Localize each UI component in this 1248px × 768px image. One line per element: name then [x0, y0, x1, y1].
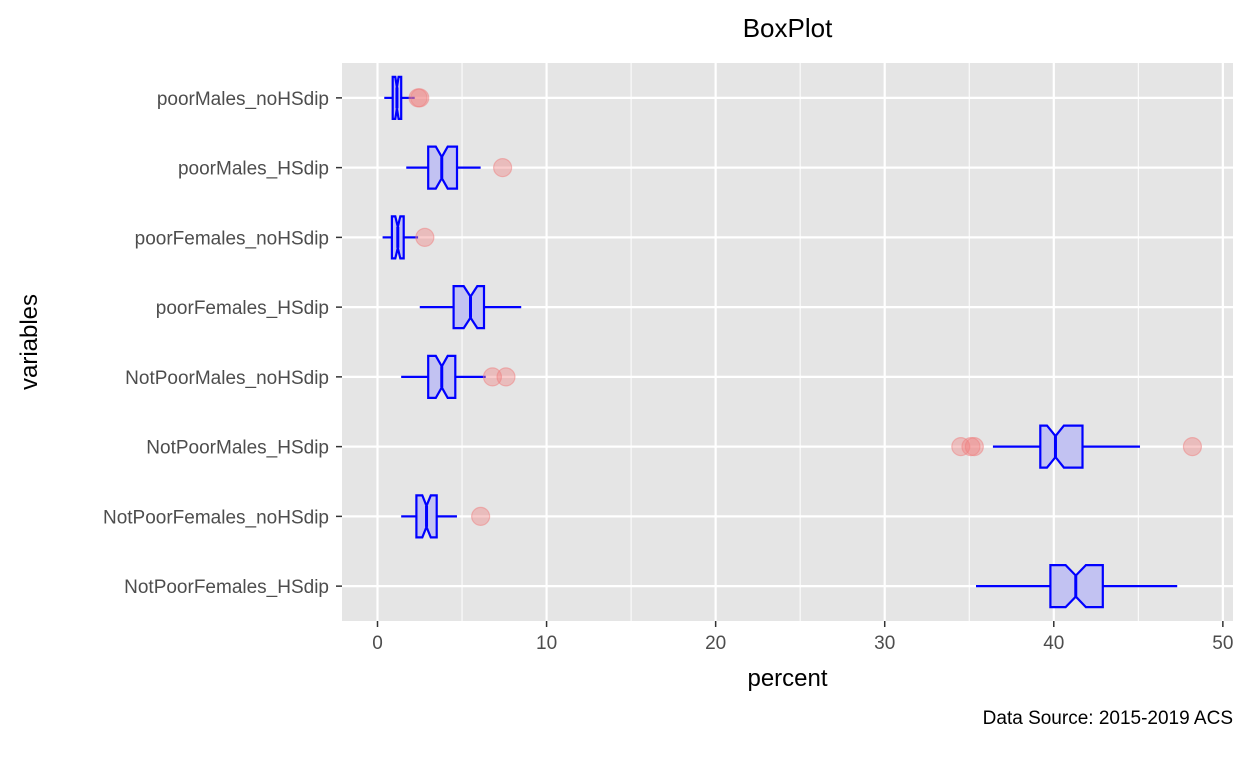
- x-tick-label: 30: [874, 633, 895, 654]
- grid-lines: [342, 63, 1233, 621]
- box-layer: [382, 75, 1203, 609]
- y-tick-label: NotPoorMales_noHSdip: [125, 368, 329, 389]
- x-tick-label: 40: [1043, 633, 1064, 654]
- outlier-point: [496, 367, 516, 387]
- y-tick-label: NotPoorFemales_noHSdip: [103, 507, 329, 528]
- x-tick-label: 20: [705, 633, 726, 654]
- outlier-point: [964, 437, 984, 457]
- y-tick-label: poorFemales_noHSdip: [135, 228, 329, 249]
- outlier-point: [1182, 437, 1203, 457]
- y-axis: poorMales_noHSdip poorMales_HSdip poorFema…: [103, 89, 342, 598]
- y-tick-label: poorMales_HSdip: [178, 159, 329, 180]
- x-axis: 0 10 20 30 40 50: [372, 621, 1233, 654]
- outlier-point: [951, 437, 971, 457]
- box-body: [1039, 424, 1084, 469]
- outlier-point: [415, 227, 435, 247]
- outlier-point: [410, 88, 430, 108]
- box-NotPoorMales_HSdip: [951, 424, 1203, 469]
- y-tick-label: poorFemales_HSdip: [156, 298, 329, 319]
- x-tick-label: 0: [372, 633, 383, 654]
- box-poorFemales_noHSdip: [382, 215, 435, 260]
- box-poorMales_HSdip: [406, 145, 513, 190]
- chart-title: BoxPlot: [743, 13, 833, 43]
- box-NotPoorFemales_noHSdip: [401, 494, 491, 539]
- y-tick-label: NotPoorMales_HSdip: [146, 438, 329, 459]
- box-poorFemales_HSdip: [419, 285, 522, 330]
- box-NotPoorMales_noHSdip: [401, 354, 516, 399]
- x-tick-label: 50: [1212, 633, 1233, 654]
- outlier-point: [493, 158, 513, 178]
- box-NotPoorFemales_HSdip: [976, 563, 1178, 609]
- outlier-point: [471, 506, 491, 526]
- box-body: [452, 285, 486, 330]
- x-axis-title: percent: [747, 665, 827, 692]
- box-poorMales_noHSdip: [384, 75, 430, 121]
- x-tick-label: 10: [536, 633, 557, 654]
- y-axis-title: variables: [16, 294, 43, 390]
- y-tick-label: poorMales_noHSdip: [157, 89, 329, 110]
- caption: Data Source: 2015-2019 ACS: [983, 708, 1233, 729]
- outlier-point: [482, 367, 503, 387]
- panel-background: [342, 63, 1233, 621]
- y-tick-label: NotPoorFemales_HSdip: [124, 577, 329, 598]
